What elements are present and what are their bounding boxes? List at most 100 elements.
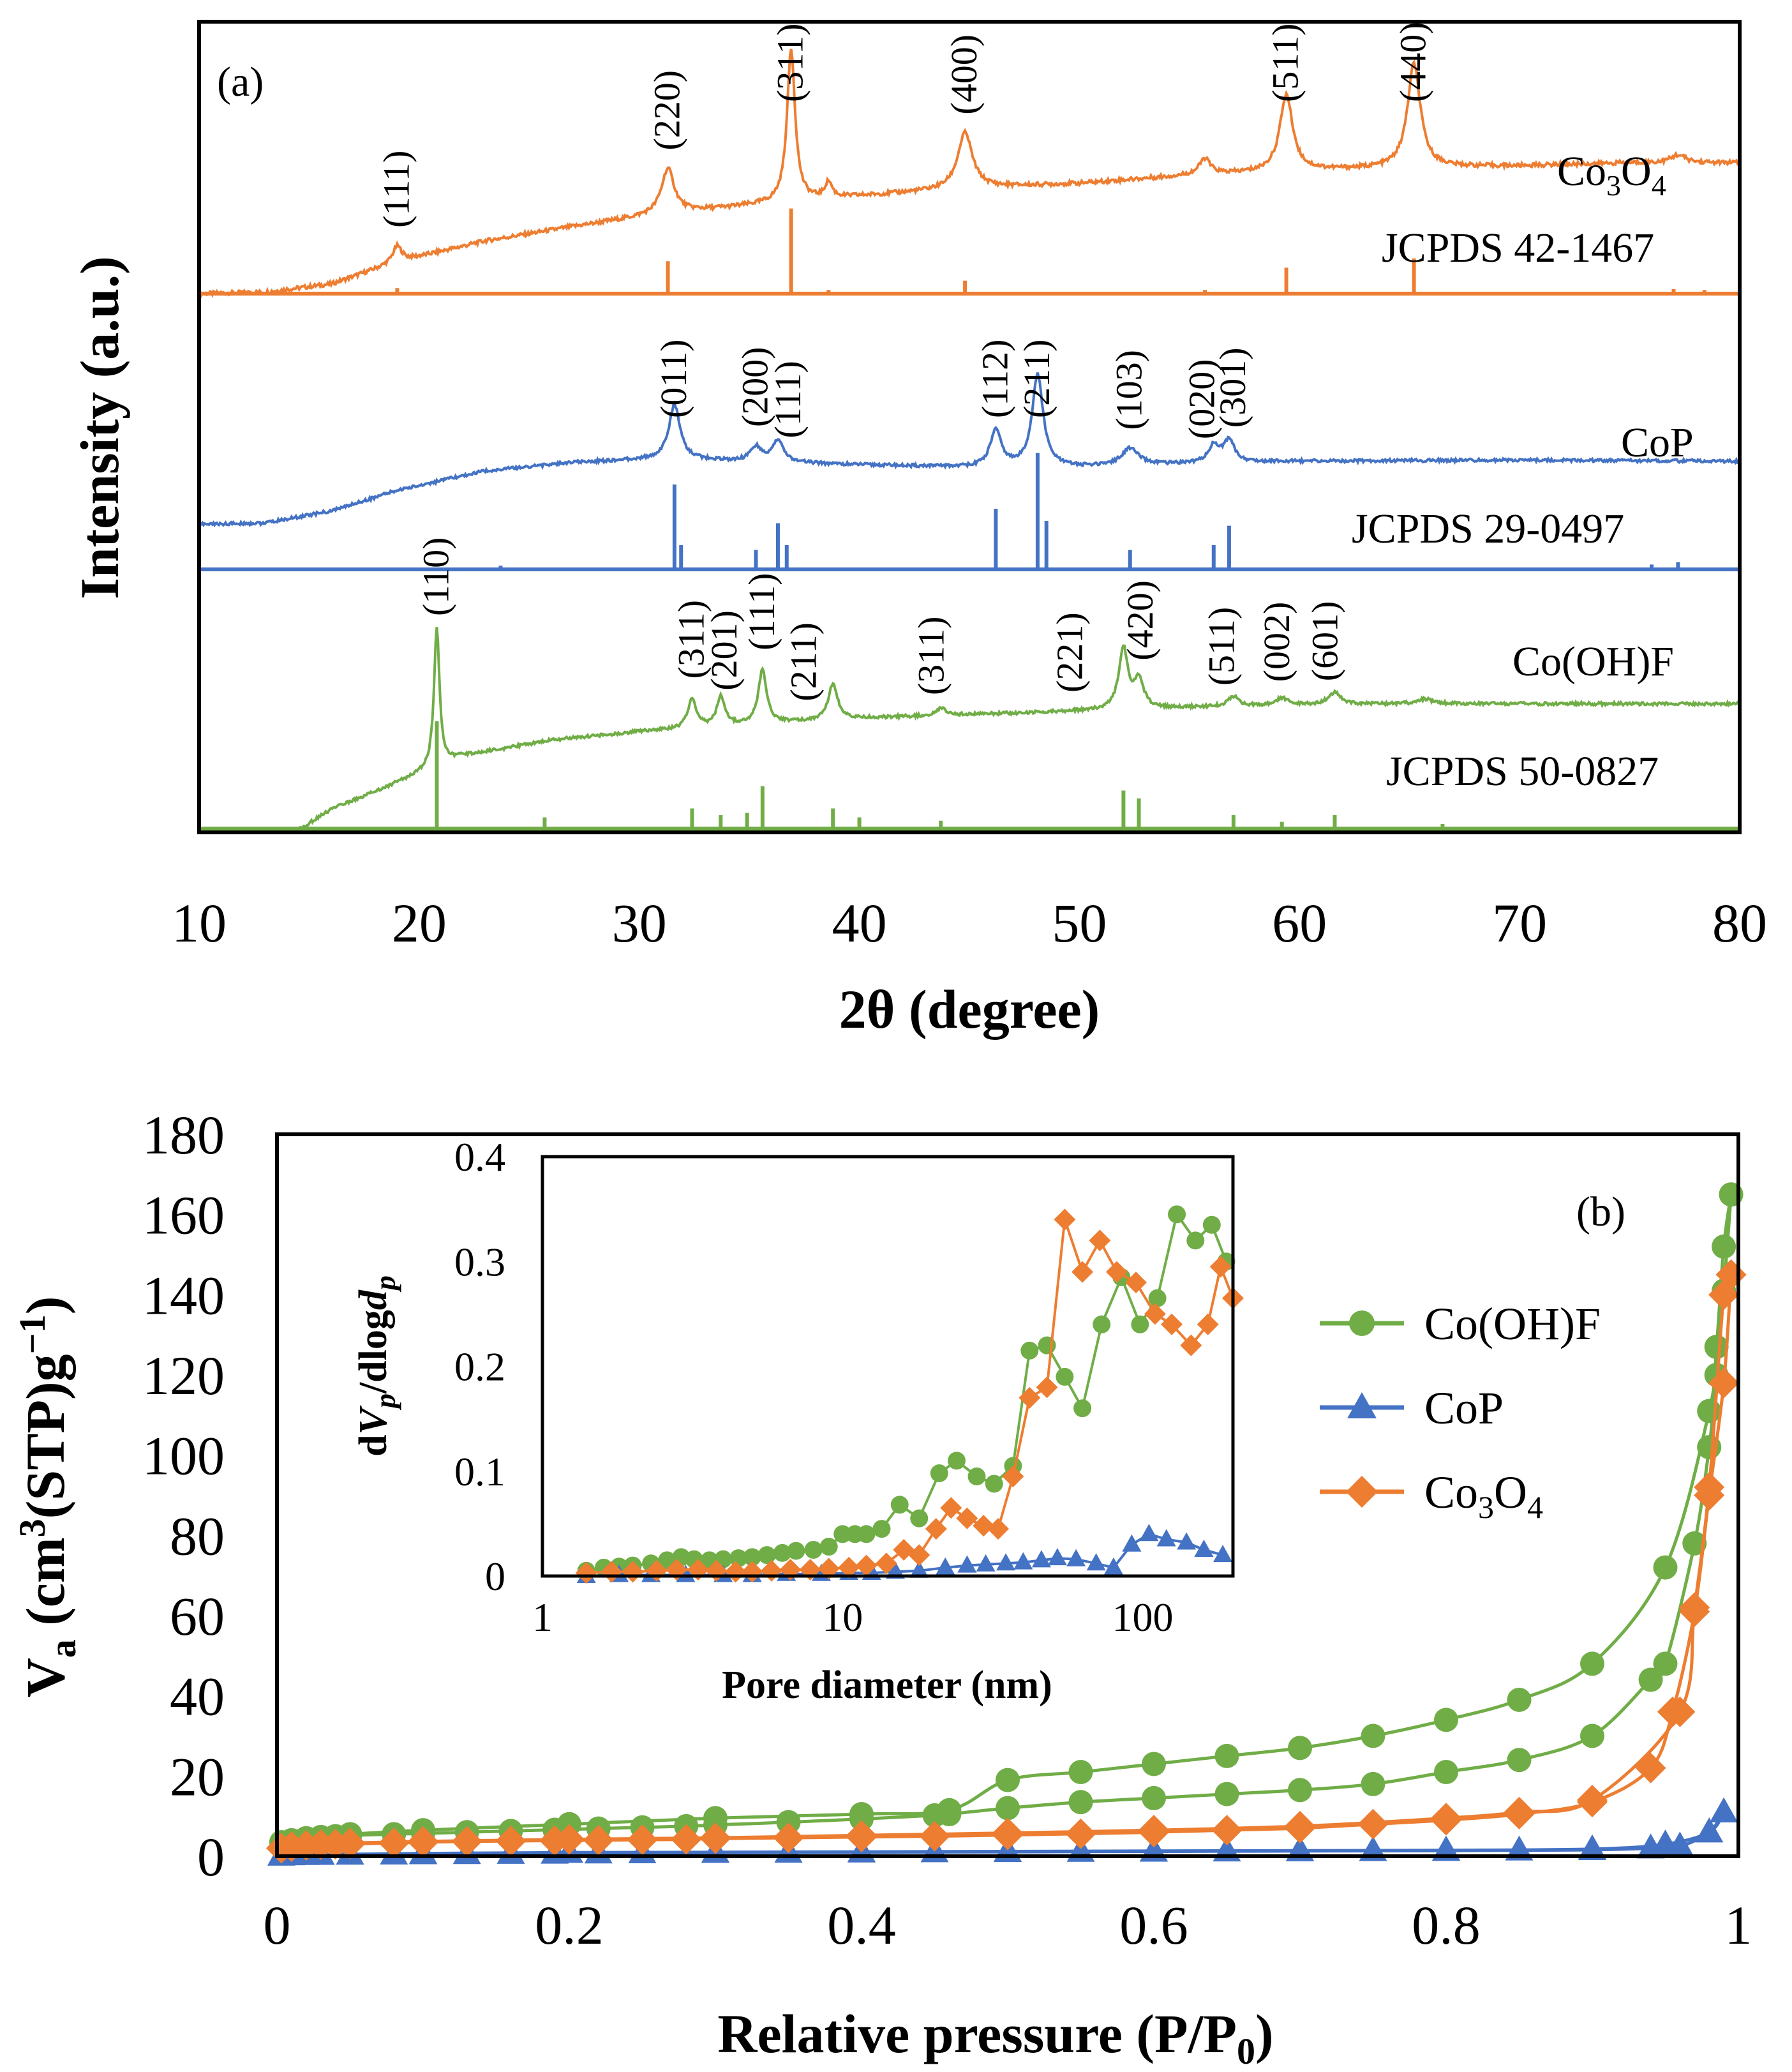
inset-point-co3o4: [908, 1544, 930, 1566]
xrd-x-tick-label: 50: [1052, 892, 1107, 954]
xrd-trace-cop: [199, 372, 1740, 528]
desorption-point-co-oh-f: [1068, 1760, 1093, 1785]
inset-point-co3o4: [1036, 1376, 1058, 1399]
desorption-point-co-oh-f: [1653, 1555, 1678, 1580]
legend-item-cop: CoP: [1320, 1383, 1504, 1434]
hkl-label-co-oh-f: (311): [910, 617, 952, 695]
adsorption-point-co-oh-f: [1682, 1531, 1707, 1556]
desorption-point-co-oh-f: [937, 1798, 962, 1822]
adsorption-point-co-oh-f: [1288, 1778, 1312, 1803]
isotherm-x-tick-label: 0.8: [1412, 1895, 1481, 1956]
inset-point-co3o4: [1161, 1313, 1183, 1335]
inset-point-co-oh-f: [1131, 1315, 1149, 1333]
desorption-point-co3o4: [1431, 1803, 1461, 1834]
reference-label-co3o4: JCPDS 42-1467: [1382, 225, 1654, 271]
isotherm-y-axis-label: Va (cm3(STP)g−1): [11, 1296, 84, 1698]
inset-point-co3o4: [1105, 1261, 1128, 1283]
inset-point-co-oh-f: [910, 1509, 929, 1528]
desorption-point-co-oh-f: [1507, 1687, 1532, 1712]
adsorption-point-co-oh-f: [1507, 1748, 1532, 1773]
inset-point-cop: [1031, 1550, 1051, 1568]
legend-item-cooh-f: Co(OH)F: [1320, 1298, 1601, 1349]
hkl-label-cop: (112): [974, 340, 1015, 418]
hkl-label-co-oh-f: (511): [1201, 607, 1243, 686]
adsorption-point-co-oh-f: [1214, 1782, 1239, 1806]
inset-point-cop: [936, 1557, 955, 1575]
adsorption-point-co-oh-f: [1142, 1785, 1166, 1810]
desorption-point-co-oh-f: [1288, 1736, 1312, 1760]
inset-point-co3o4: [1089, 1229, 1111, 1252]
desorption-point-co3o4: [334, 1828, 366, 1859]
desorption-point-co-oh-f: [1361, 1723, 1385, 1748]
isotherm-y-tick-label: 40: [170, 1666, 225, 1727]
panel-b-frame: [275, 1132, 1740, 1858]
legend-label-cooh-f: Co(OH)F: [1424, 1298, 1601, 1349]
adsorption-point-co-oh-f: [1361, 1771, 1385, 1796]
inset-y-tick-label: 0.3: [454, 1239, 505, 1284]
hkl-label-cop: (011): [653, 340, 694, 418]
xrd-x-tick-label: 30: [612, 892, 667, 954]
isotherm-y-ticks: 0 20 40 60 80 100 120 140 160 180: [142, 1104, 225, 1888]
inset-point-cop: [676, 1565, 696, 1582]
hkl-label-co-oh-f: (420): [1119, 580, 1161, 661]
hkl-label-co3o4: (220): [646, 70, 688, 151]
inset-point-cop: [1122, 1534, 1142, 1552]
legend-label-co3o4: Co3O4: [1424, 1467, 1543, 1525]
hkl-label-co3o4: (511): [1265, 24, 1306, 102]
inset-point-co-oh-f: [1056, 1367, 1074, 1386]
inset-point-co-oh-f: [743, 1548, 761, 1566]
desorption-point-cop: [1651, 1829, 1680, 1855]
inset-point-cop: [996, 1553, 1016, 1571]
xrd-x-tick-label: 70: [1492, 892, 1547, 954]
inset-x-tick-label: 1: [532, 1595, 553, 1640]
series-label-cop: CoP: [1621, 419, 1694, 466]
inset-point-co-oh-f: [985, 1475, 1003, 1493]
isotherm-y-tick-label: 140: [142, 1265, 225, 1326]
hkl-label-co-oh-f: (110): [415, 537, 456, 616]
hkl-label-co-oh-f: (311): [670, 600, 712, 679]
isotherm-x-tick-label: 1: [1725, 1895, 1752, 1956]
hkl-label-co-oh-f: (221): [1049, 612, 1091, 693]
desorption-point-cop: [1432, 1835, 1460, 1861]
inset-point-co3o4: [1071, 1261, 1094, 1283]
inset-point-co3o4: [1144, 1303, 1166, 1325]
xrd-x-axis-label: 2θ (degree): [839, 979, 1100, 1040]
inset-point-co3o4: [875, 1552, 897, 1575]
inset-point-co-oh-f: [833, 1525, 852, 1543]
legend-marker-cop: [1347, 1392, 1377, 1418]
legend: Co(OH)F CoP Co3O4: [1320, 1298, 1601, 1525]
hkl-label-co3o4: (111): [375, 151, 417, 228]
inset-point-cop: [1177, 1532, 1197, 1550]
panel-a-frame: [197, 20, 1742, 834]
isotherm-plot-area: [265, 1182, 1747, 1866]
desorption-point-co3o4: [1139, 1815, 1169, 1846]
desorption-point-co-oh-f: [1580, 1651, 1604, 1676]
adsorption-point-co-oh-f: [1068, 1790, 1093, 1815]
inset-point-co-oh-f: [1020, 1341, 1039, 1360]
xrd-plot-area: (111) (220) (311) (400) (511) (440) (011) (200)…: [199, 22, 1740, 832]
inset-point-co3o4: [956, 1507, 978, 1529]
inset-point-co-oh-f: [872, 1520, 891, 1538]
inset-point-co-oh-f: [1093, 1315, 1111, 1333]
adsorption-point-co3o4: [1065, 1818, 1096, 1849]
inset-pore-distribution: 00.10.20.30.4 1 10 100 Pore diameter (nm) …: [352, 1134, 1244, 1707]
desorption-point-co3o4: [1577, 1785, 1608, 1816]
inset-point-co-oh-f: [804, 1540, 823, 1559]
series-label-co3o4: Co3O4: [1557, 148, 1666, 202]
isotherm-y-tick-label: 180: [142, 1104, 225, 1166]
hkl-label-cop: (111): [767, 361, 809, 438]
adsorption-point-co3o4: [919, 1821, 950, 1852]
hkl-label-co-oh-f: (601): [1304, 601, 1346, 682]
isotherm-x-ticks: 0 0.2 0.4 0.6 0.8 1: [264, 1895, 1752, 1956]
desorption-point-co-oh-f: [703, 1806, 728, 1831]
desorption-point-co-oh-f: [1697, 1399, 1722, 1423]
xrd-x-tick-label: 40: [832, 892, 887, 954]
inset-point-co-oh-f: [758, 1546, 776, 1565]
inset-point-co-oh-f: [773, 1543, 791, 1562]
desorption-point-cop: [1695, 1817, 1724, 1843]
inset-point-co-oh-f: [1148, 1289, 1167, 1307]
desorption-point-co3o4: [1285, 1810, 1315, 1842]
hkl-label-co3o4: (440): [1393, 22, 1434, 102]
inset-point-co-oh-f: [819, 1538, 838, 1556]
